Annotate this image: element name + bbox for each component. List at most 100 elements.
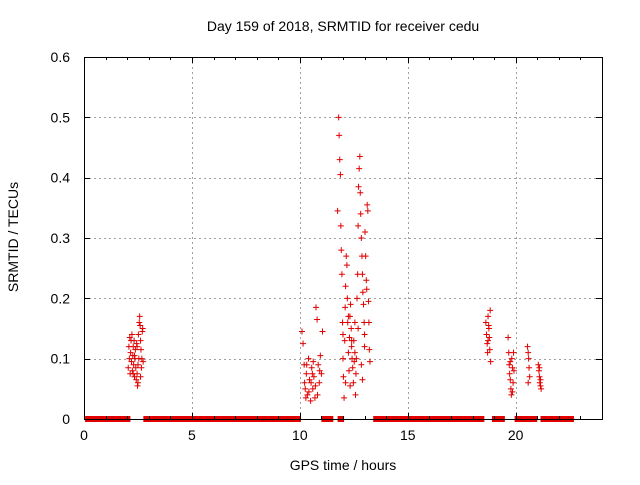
data-point (301, 379, 308, 386)
data-point (525, 379, 532, 386)
data-point (483, 331, 490, 338)
data-point (349, 364, 356, 371)
data-point (140, 358, 147, 365)
data-point (138, 364, 145, 371)
data-point (127, 349, 134, 356)
y-tick-label: 0.5 (51, 109, 71, 125)
data-point (334, 207, 341, 214)
data-point (506, 370, 513, 377)
data-point (482, 319, 489, 326)
data-point (132, 364, 139, 371)
data-point (351, 349, 358, 356)
data-point (506, 361, 513, 368)
data-point (316, 379, 323, 386)
data-point (137, 337, 144, 344)
data-point (362, 253, 369, 260)
data-point (303, 370, 310, 377)
data-point (304, 391, 311, 398)
y-tick-label: 0.4 (51, 170, 71, 186)
y-tick-label: 0.3 (51, 230, 71, 246)
data-point (340, 355, 346, 362)
data-point (344, 295, 351, 302)
data-point (366, 358, 373, 365)
data-point (342, 304, 349, 311)
data-point (139, 325, 146, 332)
x-tick-label: 15 (400, 427, 416, 443)
data-point (129, 367, 136, 374)
data-point (316, 367, 323, 374)
data-point (510, 367, 517, 374)
data-point (507, 385, 514, 392)
data-point (508, 391, 515, 398)
data-point (345, 349, 352, 356)
data-point (315, 361, 322, 368)
data-point (136, 313, 143, 320)
data-point (335, 114, 342, 121)
data-point (364, 201, 371, 208)
x-axis-label: GPS time / hours (290, 457, 397, 473)
data-point (338, 271, 345, 278)
y-tick-label: 0.6 (51, 49, 71, 65)
data-point (342, 379, 349, 386)
data-point (341, 337, 348, 344)
data-point (507, 376, 514, 383)
data-point (361, 331, 368, 338)
data-point (363, 286, 370, 293)
data-point (307, 397, 314, 404)
data-point (356, 153, 363, 160)
data-point (350, 379, 357, 386)
data-point (138, 355, 145, 362)
data-point (133, 376, 140, 383)
data-point (486, 334, 493, 341)
data-point (302, 385, 309, 392)
data-point (361, 343, 368, 350)
data-point (347, 382, 354, 389)
data-point (352, 370, 359, 377)
data-point (314, 391, 321, 398)
data-point (351, 358, 358, 365)
data-point (348, 337, 355, 344)
data-points (85, 114, 574, 422)
data-point (508, 355, 515, 362)
data-point (510, 349, 517, 356)
data-point (354, 295, 361, 302)
data-point (309, 370, 316, 377)
data-point (341, 394, 348, 401)
y-axis-label: SRMTID / TECUs (5, 182, 21, 292)
data-point (131, 373, 138, 380)
data-point (131, 337, 138, 344)
data-point (319, 328, 326, 335)
data-point (525, 355, 532, 362)
data-point (535, 361, 542, 368)
data-point (126, 355, 133, 362)
data-point (351, 319, 358, 326)
data-point (311, 394, 318, 401)
data-point (310, 358, 317, 365)
data-point (346, 334, 353, 341)
data-point (337, 222, 344, 229)
data-point (298, 328, 305, 335)
data-point (347, 301, 354, 308)
data-point (308, 379, 315, 386)
data-point (137, 373, 144, 380)
data-point (526, 373, 533, 380)
data-point (348, 325, 355, 332)
data-point (536, 373, 543, 380)
data-point (364, 207, 371, 214)
x-tick-label: 5 (188, 427, 196, 443)
data-point (355, 325, 362, 332)
data-point (359, 271, 366, 278)
data-point (359, 289, 366, 296)
data-point (353, 355, 360, 362)
data-point (136, 319, 143, 326)
y-tick-label: 0 (62, 411, 70, 427)
data-point (537, 376, 544, 383)
data-point (355, 183, 362, 190)
y-tick-label: 0.1 (51, 351, 71, 367)
data-point (505, 334, 512, 341)
data-point (338, 247, 345, 254)
data-point (303, 361, 310, 368)
x-tick-label: 10 (292, 427, 308, 443)
data-point (131, 352, 138, 359)
data-point (309, 385, 316, 392)
